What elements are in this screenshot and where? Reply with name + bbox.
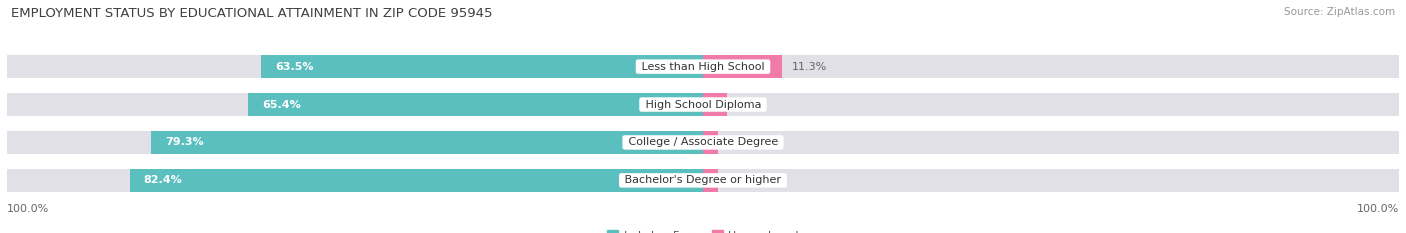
Text: 2.2%: 2.2% [728, 137, 758, 147]
Text: 100.0%: 100.0% [7, 204, 49, 214]
Text: 3.4%: 3.4% [737, 99, 765, 110]
Bar [7, 93, 703, 116]
Legend: In Labor Force, Unemployed: In Labor Force, Unemployed [603, 226, 803, 233]
Bar [7, 169, 703, 192]
Bar [703, 131, 1399, 154]
Text: Bachelor's Degree or higher: Bachelor's Degree or higher [621, 175, 785, 185]
Text: 2.1%: 2.1% [728, 175, 756, 185]
Text: 100.0%: 100.0% [1357, 204, 1399, 214]
Text: College / Associate Degree: College / Associate Degree [624, 137, 782, 147]
Bar [7, 55, 703, 78]
Bar [703, 55, 1399, 78]
Text: 63.5%: 63.5% [276, 62, 314, 72]
Bar [7, 131, 703, 154]
Bar [247, 93, 703, 116]
Text: Source: ZipAtlas.com: Source: ZipAtlas.com [1284, 7, 1395, 17]
Bar [703, 55, 782, 78]
Bar [150, 131, 703, 154]
Text: EMPLOYMENT STATUS BY EDUCATIONAL ATTAINMENT IN ZIP CODE 95945: EMPLOYMENT STATUS BY EDUCATIONAL ATTAINM… [11, 7, 492, 20]
Text: 65.4%: 65.4% [262, 99, 301, 110]
Bar [703, 169, 717, 192]
Text: 79.3%: 79.3% [165, 137, 204, 147]
Bar [703, 131, 718, 154]
Text: 11.3%: 11.3% [792, 62, 827, 72]
Text: 82.4%: 82.4% [143, 175, 183, 185]
Bar [703, 93, 1399, 116]
Bar [703, 169, 1399, 192]
Text: Less than High School: Less than High School [638, 62, 768, 72]
Bar [129, 169, 703, 192]
Text: High School Diploma: High School Diploma [641, 99, 765, 110]
Bar [262, 55, 703, 78]
Bar [703, 93, 727, 116]
